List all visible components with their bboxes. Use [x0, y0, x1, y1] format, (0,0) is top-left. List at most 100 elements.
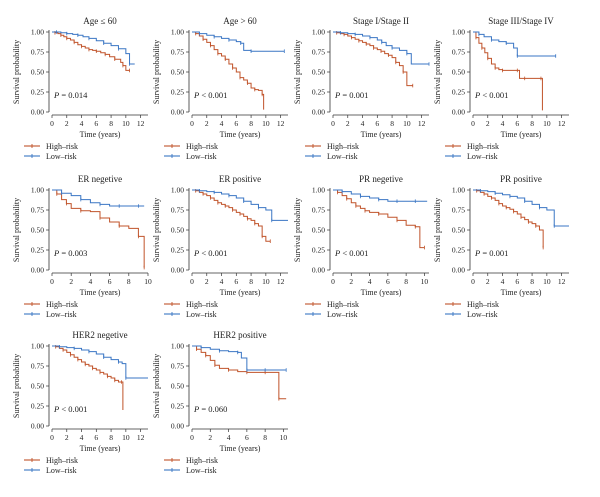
y-tick-label: 0.50: [31, 68, 44, 77]
y-axis-title: Survival probability: [433, 198, 442, 262]
x-tick-label: 12: [137, 433, 145, 442]
km-panel-5: ER negetive 0.00 0.25 0.50 0.75 1.00 0 2 4 6 8 10 Su…: [12, 174, 152, 319]
legend-low-risk-label: Low–risk: [46, 310, 77, 319]
x-tick-label: 2: [346, 119, 350, 128]
x-tick-label: 6: [234, 119, 238, 128]
y-axis-title: Survival probability: [12, 354, 21, 418]
x-tick-label: 10: [122, 119, 130, 128]
panel-title: Age > 60: [223, 16, 257, 26]
x-axis-title: Time (years): [80, 288, 121, 297]
y-tick-label: 0.25: [171, 246, 184, 255]
p-value-label: P < 0.001: [334, 248, 368, 258]
y-tick-label: 0.25: [31, 88, 44, 97]
y-tick-label: 1.00: [171, 186, 184, 195]
p-value-label: P < 0.001: [193, 248, 227, 258]
x-tick-label: 10: [262, 277, 270, 286]
x-axis-title: Time (years): [220, 130, 261, 139]
x-tick-label: 0: [50, 119, 54, 128]
x-tick-label: 8: [390, 119, 394, 128]
x-axis-title: Time (years): [220, 288, 261, 297]
legend-high-risk-label: High–risk: [186, 142, 218, 151]
y-tick-label: 0.00: [171, 108, 184, 117]
x-tick-label: 0: [471, 277, 475, 286]
p-value-label: P < 0.001: [474, 90, 508, 100]
p-value-label: P = 0.003: [53, 248, 87, 258]
y-axis-title: Survival probability: [12, 198, 21, 262]
x-axis-title: Time (years): [220, 444, 261, 453]
x-tick-label: 0: [331, 119, 335, 128]
x-tick-label: 0: [190, 119, 194, 128]
high-risk-curve: [192, 189, 271, 242]
x-tick-label: 8: [249, 277, 253, 286]
km-panel-6: ER positive 0.00 0.25 0.50 0.75 1.00 0 2 4 6 8 10 12…: [152, 174, 288, 319]
legend-high-risk-label: High–risk: [327, 142, 359, 151]
high-risk-curve: [52, 31, 130, 71]
km-panel-4: Stage III/Stage IV 0.00 0.25 0.50 0.75 1.00 0 2…: [433, 16, 569, 161]
x-tick-label: 12: [137, 119, 145, 128]
x-tick-label: 4: [80, 433, 84, 442]
y-tick-label: 0.75: [312, 206, 325, 215]
low-risk-curve: [333, 31, 429, 65]
legend-low-risk-label: Low–risk: [46, 466, 77, 475]
x-tick-label: 4: [220, 119, 224, 128]
y-axis-title: Survival probability: [293, 40, 302, 104]
x-tick-label: 10: [122, 433, 130, 442]
km-panel-2: Age > 60 0.00 0.25 0.50 0.75 1.00 0 2 4 6 8 10 12 Sur…: [152, 16, 288, 161]
y-tick-label: 0.75: [452, 206, 465, 215]
low-risk-curve: [192, 345, 287, 371]
x-tick-label: 4: [220, 277, 224, 286]
low-risk-curve: [52, 345, 148, 379]
legend-high-risk-label: High–risk: [46, 300, 78, 309]
x-tick-label: 8: [530, 277, 534, 286]
x-axis-title: Time (years): [80, 444, 121, 453]
legend-high-risk-label: High–risk: [46, 142, 78, 151]
y-tick-label: 0.75: [171, 48, 184, 57]
y-tick-label: 0.00: [31, 422, 44, 431]
y-tick-label: 1.00: [171, 342, 184, 351]
x-tick-label: 4: [80, 119, 84, 128]
low-risk-curve: [52, 189, 145, 207]
y-tick-label: 0.75: [31, 206, 44, 215]
y-tick-label: 0.25: [312, 246, 325, 255]
y-tick-label: 0.00: [452, 266, 465, 275]
legend-low-risk-label: Low–risk: [327, 310, 358, 319]
y-tick-label: 1.00: [312, 28, 325, 37]
panel-title: Age ≤ 60: [83, 16, 117, 26]
y-tick-label: 0.50: [452, 68, 465, 77]
x-tick-label: 6: [515, 277, 519, 286]
high-risk-curve: [333, 31, 413, 87]
x-tick-label: 2: [349, 277, 353, 286]
legend-low-risk-label: Low–risk: [467, 152, 498, 161]
p-value-label: P < 0.001: [193, 90, 227, 100]
y-tick-label: 0.50: [171, 226, 184, 235]
km-panel-8: PR positive 0.00 0.25 0.50 0.75 1.00 0 2 4 6 8 10 12…: [433, 174, 569, 319]
y-tick-label: 0.00: [312, 266, 325, 275]
y-tick-label: 0.50: [31, 382, 44, 391]
x-tick-label: 0: [190, 433, 194, 442]
y-tick-label: 1.00: [31, 28, 44, 37]
x-tick-label: 6: [245, 433, 249, 442]
x-tick-label: 8: [530, 119, 534, 128]
y-tick-label: 0.00: [452, 108, 465, 117]
x-tick-label: 2: [65, 433, 69, 442]
legend-high-risk-label: High–risk: [186, 300, 218, 309]
x-tick-label: 10: [144, 277, 152, 286]
low-risk-curve: [333, 189, 428, 202]
panel-title: HER2 negetive: [72, 330, 127, 340]
y-tick-label: 0.75: [171, 206, 184, 215]
x-tick-label: 2: [486, 119, 490, 128]
y-axis-title: Survival probability: [12, 40, 21, 104]
x-tick-label: 6: [108, 277, 112, 286]
legend-high-risk-label: High–risk: [186, 456, 218, 465]
x-tick-label: 8: [109, 119, 113, 128]
y-tick-label: 0.50: [171, 68, 184, 77]
high-risk-curve: [52, 345, 124, 410]
x-axis-title: Time (years): [501, 130, 542, 139]
y-tick-label: 0.50: [171, 382, 184, 391]
x-tick-label: 4: [501, 119, 505, 128]
x-axis-title: Time (years): [361, 130, 402, 139]
y-tick-label: 0.50: [31, 226, 44, 235]
x-tick-label: 0: [50, 433, 54, 442]
x-tick-label: 6: [515, 119, 519, 128]
